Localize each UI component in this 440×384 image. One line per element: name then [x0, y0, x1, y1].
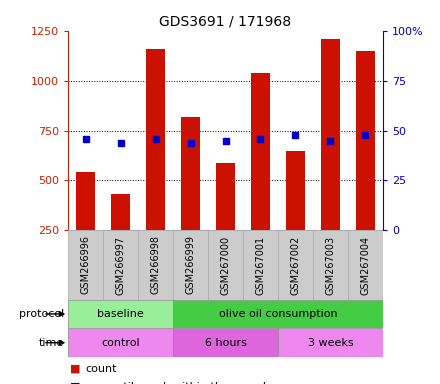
Text: 6 hours: 6 hours [205, 338, 246, 348]
Bar [278, 230, 313, 300]
Bar [173, 230, 208, 300]
Text: count: count [85, 364, 117, 374]
Bar [146, 49, 165, 230]
Text: GSM266998: GSM266998 [150, 235, 161, 295]
Bar [313, 230, 348, 300]
Bar [68, 300, 173, 328]
Text: olive oil consumption: olive oil consumption [219, 309, 337, 319]
Bar [173, 328, 278, 357]
Bar [251, 73, 270, 230]
Text: GSM267004: GSM267004 [360, 235, 370, 295]
Bar [321, 39, 340, 230]
Text: ■: ■ [70, 382, 81, 384]
Bar [243, 230, 278, 300]
Bar [111, 194, 130, 230]
Text: ■: ■ [70, 364, 81, 374]
Bar [138, 230, 173, 300]
Text: 3 weeks: 3 weeks [308, 338, 353, 348]
Text: percentile rank within the sample: percentile rank within the sample [85, 382, 273, 384]
Bar [68, 328, 173, 357]
Text: GSM267000: GSM267000 [220, 235, 231, 295]
Text: baseline: baseline [97, 309, 144, 319]
Text: GSM266997: GSM266997 [116, 235, 126, 295]
Bar [278, 328, 383, 357]
Bar [76, 172, 95, 230]
Bar [208, 230, 243, 300]
Text: protocol: protocol [18, 309, 64, 319]
Text: control: control [101, 338, 140, 348]
Bar [103, 230, 138, 300]
Text: GSM266996: GSM266996 [81, 235, 91, 295]
Text: time: time [39, 338, 64, 348]
Text: GSM267001: GSM267001 [256, 235, 265, 295]
Bar [356, 51, 375, 230]
Bar [216, 162, 235, 230]
Text: GSM266999: GSM266999 [186, 235, 195, 295]
Bar [286, 151, 305, 230]
Bar [348, 230, 383, 300]
Bar [181, 117, 200, 230]
Text: GSM267002: GSM267002 [290, 235, 301, 295]
Bar [68, 230, 103, 300]
Title: GDS3691 / 171968: GDS3691 / 171968 [159, 14, 292, 28]
Text: GSM267003: GSM267003 [325, 235, 335, 295]
Bar [173, 300, 383, 328]
